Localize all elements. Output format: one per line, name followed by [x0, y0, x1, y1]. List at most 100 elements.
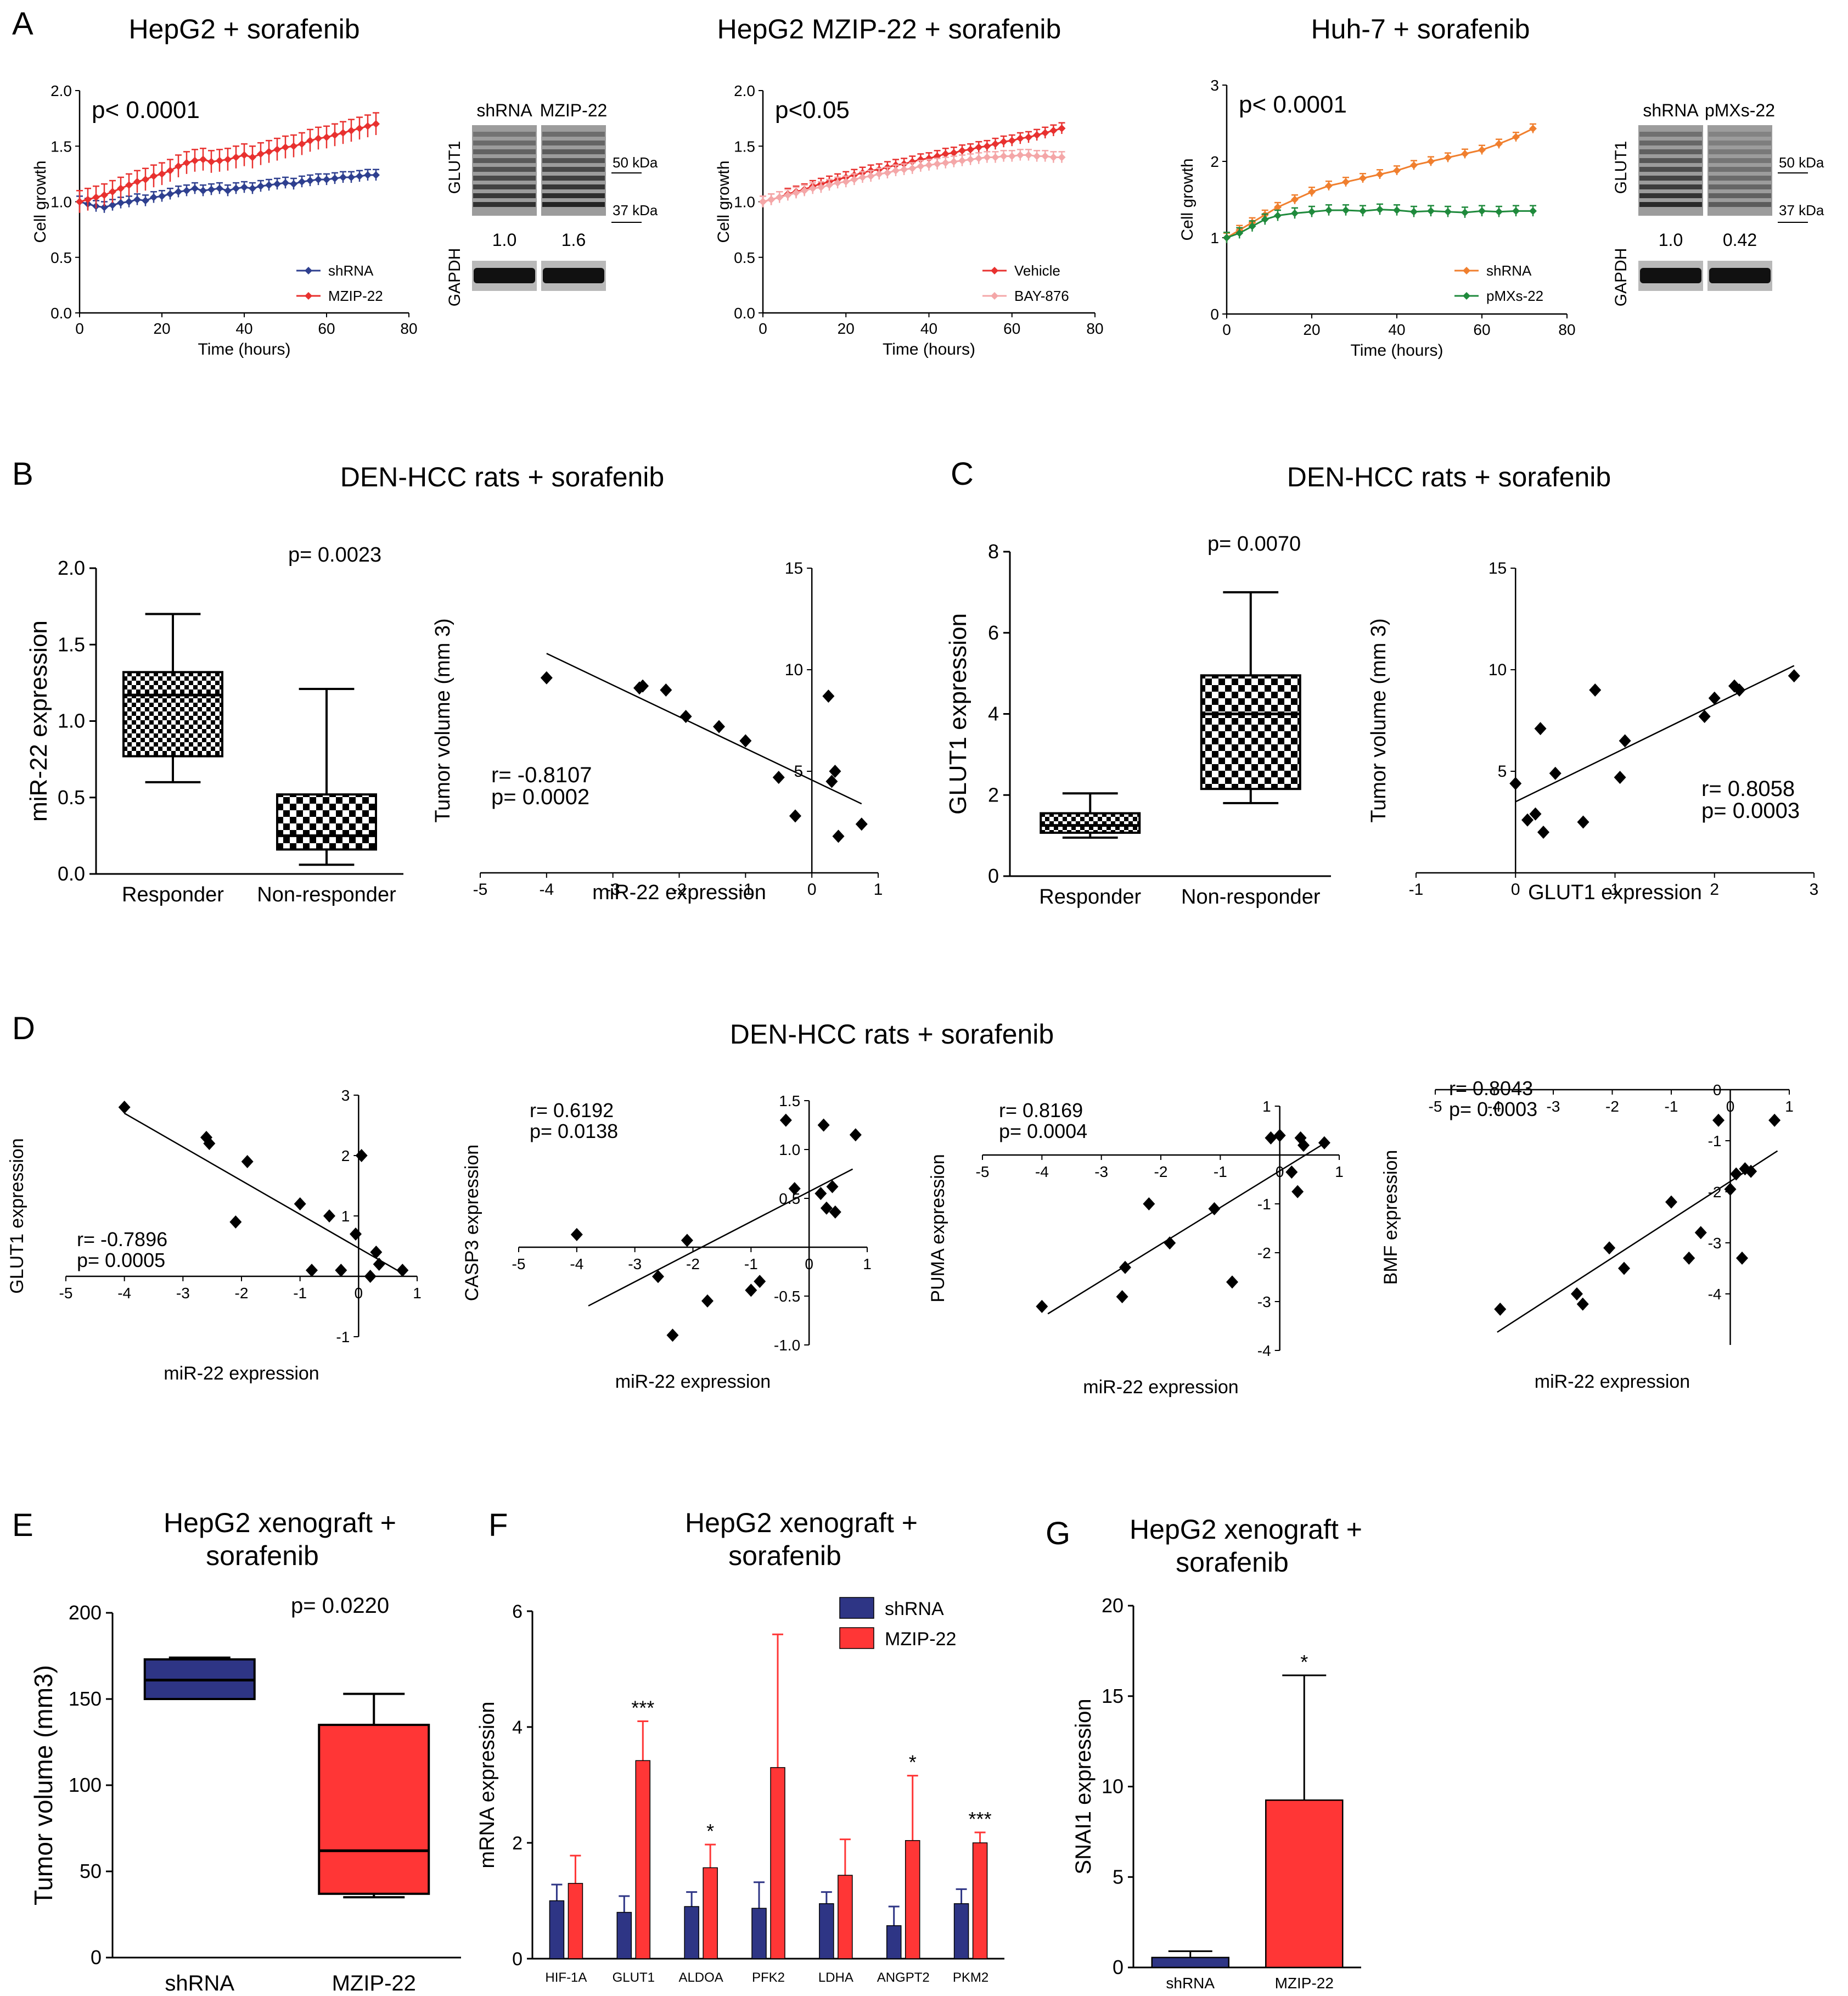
- data-point: [808, 184, 817, 193]
- y-tick-label: 2.0: [734, 82, 755, 99]
- panel-label-b: B: [12, 456, 33, 492]
- y-tick-label: 1.5: [779, 1092, 800, 1109]
- x-tick-label: 1: [1610, 881, 1620, 899]
- data-point: [1603, 1241, 1616, 1255]
- data-point: [1410, 161, 1418, 169]
- x-tick-label: -5: [473, 881, 488, 899]
- title-d: DEN-HCC rats + sorafenib: [729, 1019, 1054, 1050]
- y-axis-label: Tumor volume (mm 3): [1367, 618, 1390, 822]
- bar-shrna: [549, 1900, 565, 1959]
- y-tick-label: -1: [1708, 1132, 1722, 1150]
- x-tick-label: 80: [400, 320, 417, 337]
- title-e-line2: sorafenib: [206, 1540, 319, 1571]
- y-tick-label: 15: [785, 559, 803, 578]
- data-point: [298, 178, 306, 186]
- data-point: [999, 138, 1008, 146]
- data-point: [1273, 1129, 1286, 1142]
- data-point: [842, 178, 850, 186]
- data-point: [92, 193, 100, 201]
- data-point: [232, 153, 240, 161]
- group-angpt2: * ANGPT2: [877, 1751, 930, 1985]
- data-point: [858, 173, 867, 181]
- x-tick-label: -5: [1429, 1098, 1442, 1115]
- data-point: [1308, 208, 1316, 216]
- data-point: [100, 191, 108, 199]
- regression-line: [546, 653, 862, 805]
- band-quantification: 0.42: [1723, 230, 1757, 250]
- data-point: [925, 161, 933, 169]
- data-point: [216, 156, 223, 165]
- legend-label: MZIP-22: [885, 1629, 956, 1650]
- data-point: [290, 180, 297, 188]
- x-tick-label: -2: [686, 1255, 700, 1272]
- line-chart-a3: 0 20 40 60 80 0 1 2 3 Time (hours) Cell growth p< 0…: [1178, 77, 1576, 360]
- data-point: [1577, 815, 1589, 829]
- category-label: MZIP-22: [332, 1971, 416, 1995]
- title-a3: Huh-7 + sorafenib: [1311, 14, 1530, 44]
- loading-control-label: GAPDH: [446, 248, 464, 307]
- data-point: [883, 169, 891, 177]
- bar-chart-f: 0 2 4 6 mRNA expression HIF-1A *** GLUT1 * ALDOA P…: [476, 1597, 1004, 1985]
- protein-band: [473, 184, 536, 189]
- scatter-chart-c2: -1 0 1 2 3 5 10 15 GLUT1 expression Tumor volume …: [1367, 559, 1818, 904]
- bar-shrna: [953, 1903, 969, 1959]
- legend-marker: [1463, 267, 1470, 274]
- data-point: [1008, 152, 1016, 160]
- x-tick-label: 0: [355, 1285, 363, 1302]
- data-point: [788, 1182, 801, 1196]
- data-point: [1509, 777, 1522, 790]
- data-point: [817, 183, 825, 192]
- data-point: [908, 164, 917, 172]
- x-tick-label: 40: [235, 320, 252, 337]
- data-point: [150, 193, 158, 201]
- group-ldha: LDHA: [818, 1838, 853, 1985]
- data-point: [396, 1264, 409, 1277]
- protein-band: [542, 132, 605, 137]
- category-label: PFK2: [752, 1970, 785, 1985]
- data-point: [282, 143, 289, 152]
- x-axis-label: miR-22 expression: [592, 881, 766, 904]
- title-e-line1: HepG2 xenograft +: [164, 1507, 396, 1538]
- panel-label-f: F: [488, 1507, 508, 1543]
- data-point: [224, 155, 232, 164]
- data-point: [958, 156, 966, 165]
- data-point: [975, 143, 983, 152]
- data-point: [815, 1187, 827, 1201]
- regression-line: [588, 1168, 853, 1307]
- x-axis-label: Time (hours): [883, 340, 975, 358]
- significance-marker: *: [909, 1751, 917, 1774]
- data-point: [109, 188, 116, 196]
- molecular-weight-marker: 50 kDa: [613, 154, 658, 171]
- data-point: [967, 155, 975, 164]
- data-point: [166, 190, 174, 198]
- box-chart-e: 0 50 100 150 200 Tumor volume (mm3) p= 0.0220 s…: [29, 1594, 461, 1995]
- data-point: [84, 195, 92, 204]
- bar-chart-g: 0 5 10 15 20 SNAI1 expression shRNA * MZIP-22: [1071, 1594, 1361, 1992]
- y-tick-label: 2: [1210, 153, 1219, 170]
- series-mzip-22: MZIP-22: [76, 112, 383, 304]
- data-point: [1733, 683, 1746, 697]
- protein-band: [1639, 132, 1702, 137]
- data-point: [314, 134, 322, 143]
- x-tick-label: 20: [838, 320, 855, 337]
- x-tick-label: -3: [1547, 1098, 1560, 1115]
- data-point: [1016, 151, 1024, 159]
- title-c: DEN-HCC rats + sorafenib: [1287, 462, 1611, 492]
- x-tick-label: -2: [672, 881, 687, 899]
- scatter-chart-d1: -5 -4 -3 -2 -1 0 1 -1 1 2 3 miR-22 expression GLUT1 …: [7, 1087, 422, 1384]
- panel-label-d: D: [12, 1011, 35, 1046]
- data-point: [1025, 133, 1032, 142]
- data-point: [1712, 1113, 1725, 1127]
- protein-label: GLUT1: [1612, 141, 1630, 194]
- data-point: [224, 187, 232, 195]
- data-point: [1325, 206, 1333, 214]
- series-shrna: shRNA: [76, 169, 380, 279]
- blot-lane: 1.0: [1638, 125, 1703, 291]
- category-label: Non-responder: [257, 883, 396, 906]
- data-point: [834, 179, 842, 187]
- data-point: [1274, 203, 1282, 211]
- data-point: [1274, 211, 1282, 220]
- data-point: [1494, 1302, 1507, 1316]
- y-axis-label: Cell growth: [1178, 158, 1197, 240]
